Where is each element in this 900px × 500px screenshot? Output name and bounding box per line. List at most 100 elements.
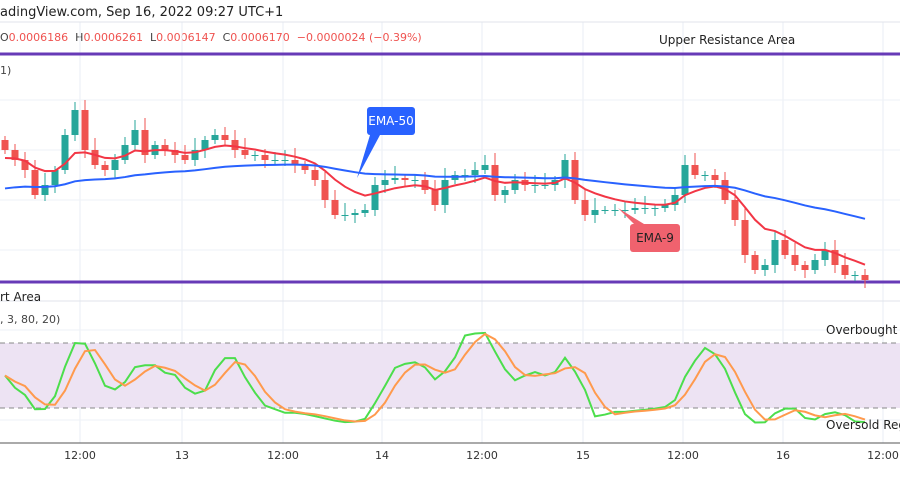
candle [11,150,19,160]
candle [191,150,199,160]
candle [561,160,569,180]
x-tick-label: 16 [776,449,790,462]
change-value: −0.0000024 (−0.39%) [296,31,422,44]
candle [71,110,79,135]
candle [271,160,279,161]
candle [601,210,609,211]
candle [481,165,489,170]
candle [541,185,549,186]
candle [301,165,309,170]
x-tick-label: 12:00 [64,449,96,462]
candle [801,265,809,270]
candle [281,160,289,161]
stoch-d-line [4,332,866,423]
candle [641,208,649,209]
chart-title: adingView.com, Sep 16, 2022 09:27 UTC+1 [0,5,284,20]
upper-resistance-label: Upper Resistance Area [659,33,796,47]
candle [751,255,759,270]
candle [761,265,769,270]
candle [141,130,149,155]
ohlc-readout: O0.0006186 H0.0006261 L0.0006147 C0.0006… [0,31,422,44]
x-tick-label: 14 [375,449,389,462]
candle [331,200,339,215]
candle [511,180,519,190]
candle [671,195,679,205]
candle [631,208,639,210]
stoch-band [0,343,900,408]
candle [31,170,39,195]
high-label: H [75,31,84,44]
candle [821,250,829,260]
candle [181,155,189,160]
candle [201,140,209,150]
candle [261,155,269,160]
x-tick-label: 12:00 [667,449,699,462]
candle [351,213,359,215]
candle [391,178,399,180]
candle [211,135,219,140]
candle [111,160,119,170]
candle [241,150,249,155]
candle [81,110,89,150]
candle [851,275,859,276]
candle [231,140,239,150]
support-area-label: rt Area [0,290,42,304]
candle [311,170,319,180]
candle [371,185,379,210]
candle [531,185,539,186]
stoch-legend: , 3, 80, 20) [0,313,61,326]
ema9-line [4,144,866,266]
ema9-callout: EMA-9 [630,224,680,252]
candle [811,260,819,270]
candle [41,185,49,195]
open-label: O [0,31,9,44]
candle [781,240,789,255]
candle [341,215,349,216]
candle [431,190,439,205]
candle [651,208,659,209]
close-value: 0.0006170 [230,31,290,44]
stoch-k-line [4,331,866,424]
candle [771,240,779,265]
candle [21,160,29,170]
candle [361,210,369,213]
ema9-pointer [618,208,644,224]
ema50-line [4,163,866,220]
candle [581,200,589,215]
candle [571,160,579,200]
candle [591,210,599,215]
x-tick-label: 15 [576,449,590,462]
candle [161,145,169,150]
candle [791,255,799,265]
candle [251,155,259,156]
low-value: 0.0006147 [156,31,216,44]
candle [411,180,419,181]
candle [661,205,669,208]
open-value: 0.0006186 [8,31,69,44]
candle [611,210,619,211]
candle [831,250,839,265]
main-legend: 1) [0,64,12,77]
candle [731,200,739,220]
candle [471,170,479,175]
candle [321,180,329,200]
candle [121,145,129,160]
candle [681,165,689,195]
candle [91,150,99,165]
candle [401,178,409,180]
x-tick-label: 13 [175,449,189,462]
candle [501,190,509,195]
candle [861,275,869,280]
candle [841,265,849,275]
x-tick-label: 12:00 [867,449,899,462]
low-label: L [149,31,157,44]
x-tick-label: 12:00 [466,449,498,462]
candle [711,175,719,180]
oversold-label: Oversold Reg [826,418,900,432]
candle [61,135,69,170]
ema50-pointer [357,135,380,178]
candle [381,180,389,185]
candle [291,160,299,165]
candle [221,135,229,140]
